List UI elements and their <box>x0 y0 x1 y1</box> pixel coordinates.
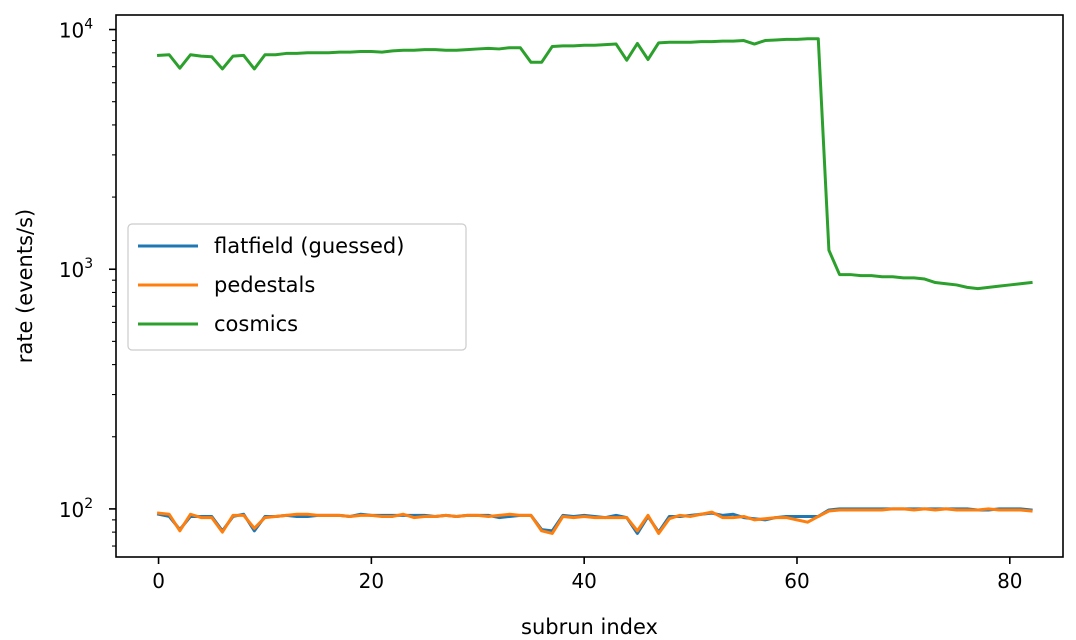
x-axis-label: subrun index <box>521 615 658 639</box>
series-lines <box>156 37 1033 535</box>
y-tick-label: 103 <box>59 256 93 282</box>
y-axis-label: rate (events/s) <box>13 209 37 364</box>
legend-label-1: pedestals <box>214 273 315 297</box>
series-line-0 <box>156 507 1033 535</box>
y-tick-label: 104 <box>59 17 93 43</box>
plot-frame <box>115 14 1064 558</box>
y-tick-label: 102 <box>59 496 93 522</box>
legend-label-0: flatfield (guessed) <box>214 234 404 258</box>
series-line-1 <box>156 507 1033 535</box>
x-tick-label: 0 <box>152 569 165 593</box>
x-tick-label: 40 <box>571 569 596 593</box>
legend-label-2: cosmics <box>214 312 298 336</box>
legend: flatfield (guessed) pedestals cosmics <box>127 223 467 351</box>
legend-box <box>127 223 467 351</box>
x-tick-label: 80 <box>997 569 1022 593</box>
series-line-2 <box>156 37 1033 291</box>
x-tick-label: 60 <box>784 569 809 593</box>
x-tick-label: 20 <box>359 569 384 593</box>
axis-ticks: 0 20 40 60 80 102 103 104 <box>59 17 1023 593</box>
